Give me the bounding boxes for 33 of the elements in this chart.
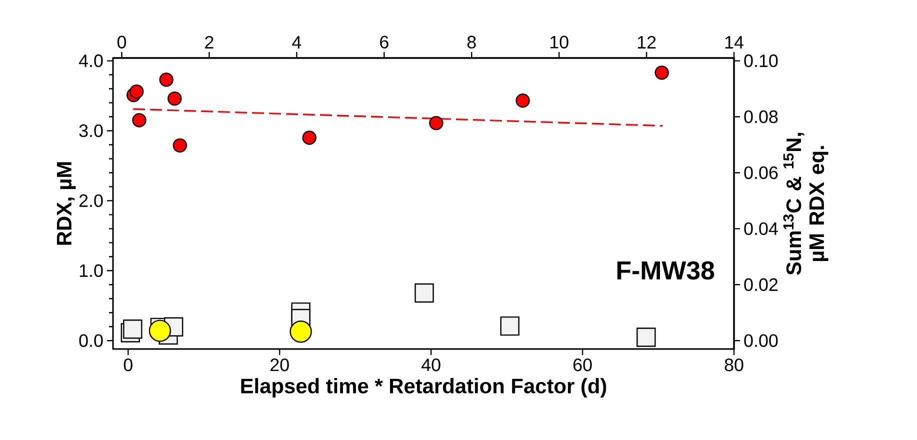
x2-tick-label: 8 [467,36,476,48]
y2-tick-label: 0.02 [744,278,778,291]
x-tick-label: 80 [724,358,744,372]
point [636,328,656,347]
x2-tick-label: 12 [638,36,656,48]
y-tick-label: 4.0 [78,54,103,68]
x-axis-title: Elapsed time * Retardation Factor (d) [241,378,606,398]
y-tick-label: 1.0 [80,264,103,277]
annotation: F-MW38 [617,261,714,280]
x2-tick-label: 2 [205,36,214,48]
y2-tick-label: 0.10 [744,54,778,68]
y-tick-label: 3.0 [79,124,103,138]
x2-tick-label: 6 [380,36,388,48]
x-tick-label: 0 [124,358,132,372]
point [148,320,172,342]
x-tick-label: 20 [270,358,289,372]
y2-tick-label: 0.04 [744,222,778,236]
y2-tick-label: 0.06 [744,166,778,180]
y2-tick-label: 0.08 [744,110,778,124]
x2-tick-label: 0 [117,36,126,48]
point [500,316,520,336]
x2-tick-label: 10 [550,36,568,48]
y-axis-title: RDX, µM [56,162,76,245]
x-tick-label: 40 [422,358,440,372]
y2-tick-label: 0.00 [744,334,778,347]
point [123,320,142,339]
x2-tick-label: 4 [292,36,302,48]
point [414,283,434,303]
y-tick-label: 2.0 [79,194,103,208]
point [290,320,312,343]
y-tick-label: 0.0 [79,334,103,347]
x2-tick-label: 14 [725,36,744,48]
x-tick-label: 60 [573,358,592,372]
